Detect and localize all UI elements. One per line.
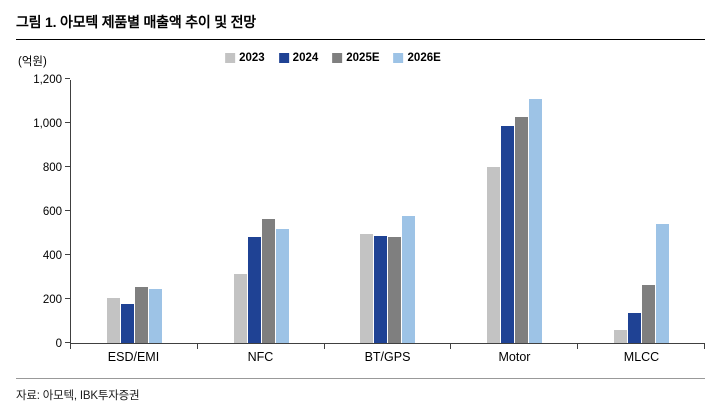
bar-ESD/EMI-2024	[120, 304, 134, 343]
source-note: 자료: 아모텍, IBK투자증권	[16, 390, 140, 402]
y-tick-label: 400	[42, 250, 62, 262]
bar-group-ESD/EMI	[71, 80, 198, 343]
legend-swatch-2026E	[393, 53, 404, 63]
legend-label-2026E: 2026E	[407, 52, 441, 64]
y-tick-mark	[65, 342, 70, 343]
x-tick-mark	[577, 344, 579, 349]
y-tick-label: 800	[42, 162, 62, 174]
legend-swatch-2025E	[332, 53, 343, 63]
x-tick-mark	[450, 344, 452, 349]
plot-row: 0 200 400 600 800 1,000 1,200	[16, 74, 705, 350]
chart-header: (억원) 2023 2024 2025E 2026E	[16, 52, 705, 70]
bar-NFC-2025E	[261, 219, 275, 343]
bar-BT/GPS-2026E	[402, 216, 416, 343]
y-tick-mark	[65, 78, 70, 79]
legend-item-2024: 2024	[278, 52, 319, 64]
legend-item-2025E: 2025E	[332, 52, 380, 64]
bar-group-MLCC	[578, 80, 705, 343]
bar-Motor-2026E	[529, 99, 543, 343]
legend-label-2023: 2023	[239, 52, 265, 64]
chart-legend: 2023 2024 2025E 2026E	[225, 52, 441, 64]
bar-Motor-2025E	[515, 117, 529, 343]
bar-Motor-2023	[487, 167, 501, 343]
y-tick-mark	[65, 210, 70, 211]
y-axis: 0 200 400 600 800 1,000 1,200	[16, 74, 70, 350]
bar-NFC-2023	[233, 274, 247, 343]
bar-MLCC-2023	[614, 330, 628, 343]
bar-MLCC-2024	[628, 313, 642, 343]
bar-ESD/EMI-2023	[106, 298, 120, 343]
legend-item-2023: 2023	[225, 52, 265, 64]
x-axis-label-MLCC: MLCC	[623, 350, 660, 364]
x-tick-mark	[70, 344, 71, 349]
y-tick-mark	[65, 122, 70, 123]
x-axis-label-ESD/EMI: ESD/EMI	[107, 350, 160, 364]
bar-Motor-2024	[501, 126, 515, 343]
y-tick-mark	[65, 166, 70, 167]
y-tick-label: 600	[42, 206, 62, 218]
x-axis-labels: ESD/EMI NFC BT/GPS Motor MLCC	[70, 350, 705, 364]
footer: 자료: 아모텍, IBK투자증권	[16, 378, 705, 404]
bar-groups	[71, 80, 705, 343]
x-axis-label-Motor: Motor	[498, 350, 531, 364]
legend-label-2024: 2024	[292, 52, 319, 64]
y-tick-label: 0	[55, 338, 62, 350]
legend-swatch-2024	[278, 53, 289, 63]
y-tick-label: 1,200	[33, 74, 62, 86]
y-tick-label: 1,000	[33, 118, 62, 130]
legend-item-2026E: 2026E	[393, 52, 441, 64]
x-tick-mark	[704, 344, 705, 349]
x-axis-label-NFC: NFC	[247, 350, 274, 364]
bar-BT/GPS-2024	[374, 236, 388, 343]
y-axis-unit-label: (억원)	[18, 56, 47, 68]
x-tick-mark	[323, 344, 325, 349]
bar-MLCC-2025E	[642, 285, 656, 343]
legend-label-2025E: 2025E	[346, 52, 380, 64]
bar-NFC-2024	[247, 237, 261, 343]
x-axis-label-BT/GPS: BT/GPS	[364, 350, 411, 364]
plot-area	[65, 78, 705, 349]
bar-MLCC-2026E	[656, 224, 670, 343]
revenue-bar-chart: (억원) 2023 2024 2025E 2026E 0 200 400 600 800 1,0…	[16, 52, 705, 364]
y-tick-label: 200	[42, 294, 62, 306]
bar-group-NFC	[198, 80, 325, 343]
figure-title: 그림 1. 아모텍 제품별 매출액 추이 및 전망	[16, 14, 256, 30]
bar-BT/GPS-2025E	[388, 237, 402, 343]
legend-swatch-2023	[225, 53, 236, 63]
figure-title-row: 그림 1. 아모텍 제품별 매출액 추이 및 전망	[16, 10, 705, 40]
bar-BT/GPS-2023	[360, 234, 374, 343]
y-tick-mark	[65, 298, 70, 299]
x-tick-mark	[196, 344, 198, 349]
bar-ESD/EMI-2026E	[148, 289, 162, 343]
bar-group-BT/GPS	[325, 80, 452, 343]
y-tick-mark	[65, 254, 70, 255]
bar-ESD/EMI-2025E	[134, 287, 148, 343]
bar-group-Motor	[451, 80, 578, 343]
bar-NFC-2026E	[275, 229, 289, 343]
